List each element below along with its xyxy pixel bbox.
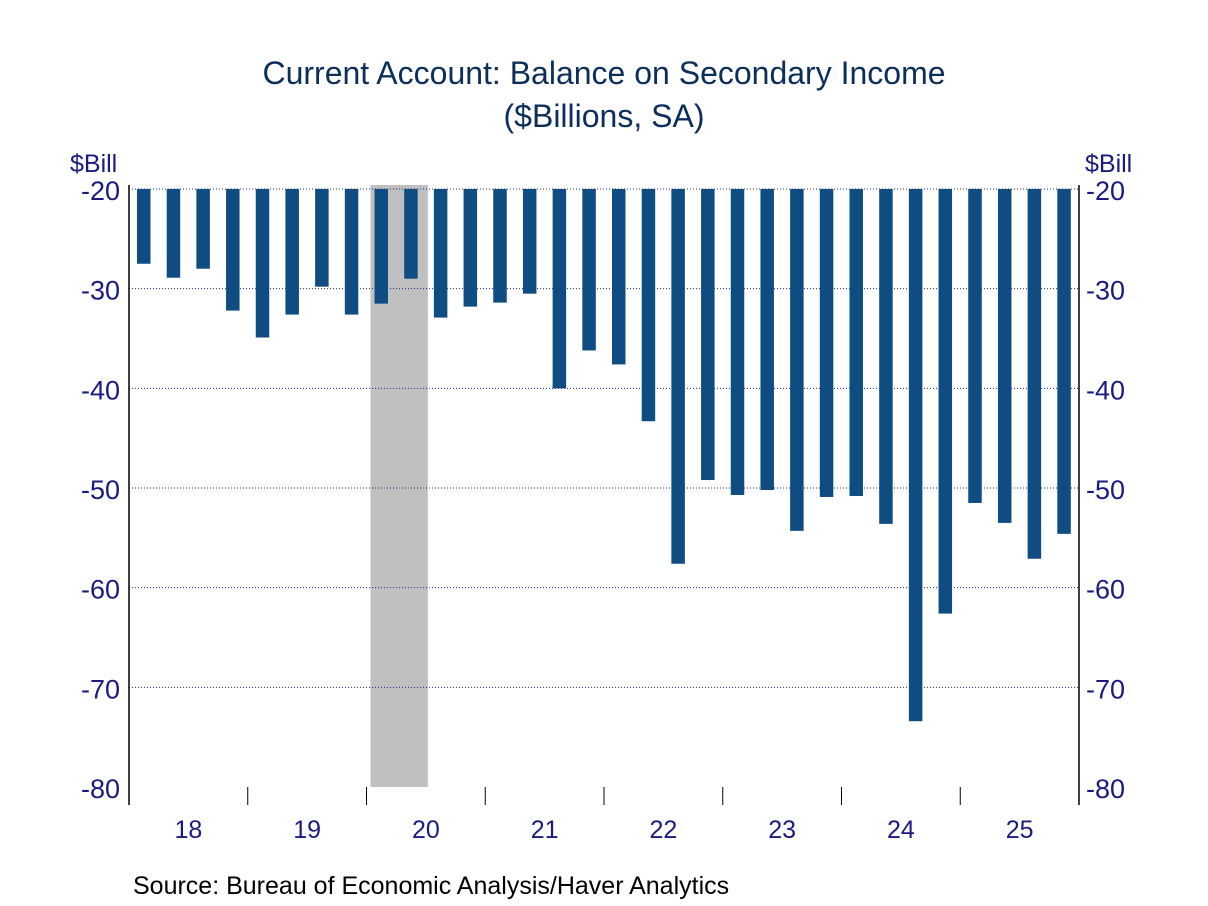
x-tick-label: 23 <box>768 816 796 844</box>
y-tick-label-right: -40 <box>1086 375 1125 405</box>
y-tick-label-left: -50 <box>81 475 120 505</box>
bar-2021Q1 <box>493 189 507 303</box>
bar-2024Q2 <box>879 189 893 524</box>
bar-2023Q2 <box>760 189 774 490</box>
y-axis-label-left: $Bill <box>70 150 117 178</box>
y-axis-label-right: $Bill <box>1085 150 1132 178</box>
bar-2025Q3 <box>1027 189 1042 559</box>
bar-2020Q3 <box>433 189 448 318</box>
bar-2025Q4 <box>1057 189 1071 534</box>
bar-2021Q4 <box>582 189 596 351</box>
y-tick-label-right: -20 <box>1086 176 1125 206</box>
y-tick-label-right: -80 <box>1086 774 1125 804</box>
bar-2018Q3 <box>196 189 210 269</box>
bar-2023Q1 <box>730 189 745 495</box>
source-note: Source: Bureau of Economic Analysis/Have… <box>133 872 729 900</box>
bar-2025Q2 <box>997 189 1012 523</box>
x-tick-label: 19 <box>293 816 321 844</box>
bar-2024Q3 <box>908 189 923 722</box>
bar-2025Q1 <box>968 189 982 503</box>
bar-2020Q4 <box>463 189 478 307</box>
chart-subtitle: ($Billions, SA) <box>504 98 705 134</box>
bar-2021Q3 <box>552 189 567 389</box>
y-tick-label-right: -60 <box>1086 575 1125 605</box>
bar-2018Q2 <box>166 189 181 278</box>
bar-2019Q1 <box>255 189 270 338</box>
y-tick-label-left: -80 <box>81 774 120 804</box>
y-tick-label-left: -30 <box>81 276 120 306</box>
bar-2020Q2 <box>404 189 418 279</box>
bar-2022Q3 <box>671 189 685 564</box>
bar-2018Q1 <box>137 189 151 264</box>
bar-2019Q2 <box>285 189 299 315</box>
bar-2022Q2 <box>641 189 656 422</box>
bar-2023Q4 <box>819 189 834 497</box>
bar-2022Q1 <box>612 189 626 365</box>
x-tick-label: 24 <box>887 816 915 844</box>
bar-2019Q3 <box>315 189 329 287</box>
x-tick-label: 20 <box>412 816 440 844</box>
x-tick-label: 18 <box>174 816 202 844</box>
chart-title: Current Account: Balance on Secondary In… <box>262 55 945 91</box>
bar-2018Q4 <box>226 189 240 311</box>
y-tick-label-left: -70 <box>81 674 120 704</box>
bar-2021Q2 <box>522 189 537 294</box>
x-tick-label: 22 <box>649 816 677 844</box>
bar-2022Q4 <box>701 189 715 481</box>
y-tick-label-left: -20 <box>81 176 120 206</box>
bar-2019Q4 <box>344 189 359 315</box>
bar-2020Q1 <box>374 189 388 304</box>
bar-2023Q3 <box>790 189 804 531</box>
bar-2024Q4 <box>938 189 953 614</box>
y-tick-label-right: -70 <box>1086 674 1125 704</box>
bar-2024Q1 <box>849 189 863 496</box>
x-tick-label: 25 <box>1006 816 1034 844</box>
y-tick-label-left: -40 <box>81 375 120 405</box>
y-tick-label-right: -30 <box>1086 276 1125 306</box>
y-tick-label-right: -50 <box>1086 475 1125 505</box>
y-tick-label-left: -60 <box>81 575 120 605</box>
x-tick-label: 21 <box>531 816 559 844</box>
